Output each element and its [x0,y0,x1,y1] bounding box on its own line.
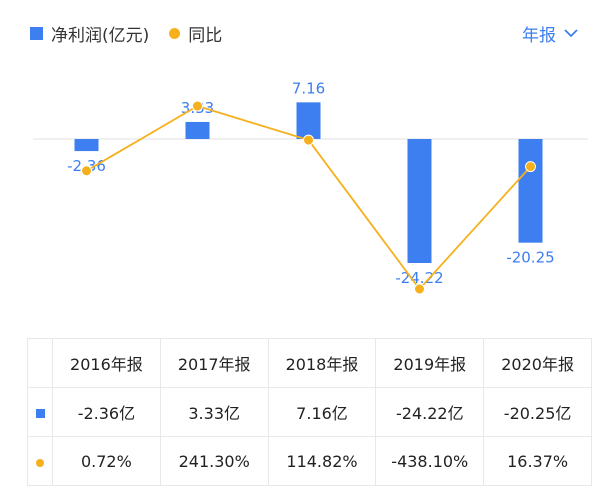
data-table: 2016年报 2017年报 2018年报 2019年报 2020年报 -2.36… [27,338,592,486]
bar-2016年报 [74,139,99,152]
profit-cell: 7.16亿 [267,387,377,437]
table-row-profit: -2.36亿 3.33亿 7.16亿 -24.22亿 -20.25亿 [27,387,592,437]
bar-2018年报 [296,102,321,139]
yoy-point-2019年报 [414,283,425,295]
table-header-cell: 2017年报 [159,338,269,388]
bar-2019年报 [407,139,432,263]
period-selector-label: 年报 [522,25,556,46]
yoy-cell: 241.30% [159,436,269,486]
profit-cell: -2.36亿 [52,387,161,437]
table-row-yoy: 0.72% 241.30% 114.82% -438.10% 16.37% [27,436,592,486]
yoy-cell: -438.10% [375,436,485,486]
table-corner-cell [27,338,53,388]
line-series-marker [36,458,44,467]
row-marker-cell [27,436,53,486]
yoy-point-2020年报 [525,161,536,173]
yoy-point-2018年报 [303,134,314,146]
legend-bar-marker [30,26,43,40]
profit-cell: -24.22亿 [375,387,485,437]
yoy-cell: 16.37% [483,436,592,486]
yoy-point-2016年报 [81,165,92,177]
yoy-point-2017年报 [192,100,203,112]
period-selector[interactable]: 年报 [522,20,578,46]
bar-series-marker [35,408,45,418]
legend-line-label: 同比 [188,25,223,46]
table-header-row: 2016年报 2017年报 2018年报 2019年报 2020年报 [27,338,592,388]
chart-canvas: -2.363.337.16-24.22-20.25 [33,79,588,295]
row-marker-cell [27,387,53,437]
bar-label-2020年报: -20.25 [506,249,554,267]
bar-2017年报 [185,121,210,139]
chevron-down-icon [564,28,578,37]
bar-label-2018年报: 7.16 [292,79,325,97]
chart-legend: 净利润(亿元) 同比 [30,20,242,46]
legend-item-profit[interactable]: 净利润(亿元) [30,21,149,46]
profit-cell: 3.33亿 [159,387,269,437]
table-header-cell: 2016年报 [52,338,161,388]
legend-line-marker [169,27,181,39]
bar-2020年报 [518,139,543,243]
table-header-cell: 2018年报 [267,338,377,388]
table-header-cell: 2019年报 [375,338,485,388]
yoy-cell: 114.82% [267,436,377,486]
legend-item-yoy[interactable]: 同比 [169,21,222,46]
table-header-cell: 2020年报 [483,338,592,388]
yoy-cell: 0.72% [52,436,161,486]
legend-bar-label: 净利润(亿元) [51,25,150,46]
profit-cell: -20.25亿 [483,387,592,437]
